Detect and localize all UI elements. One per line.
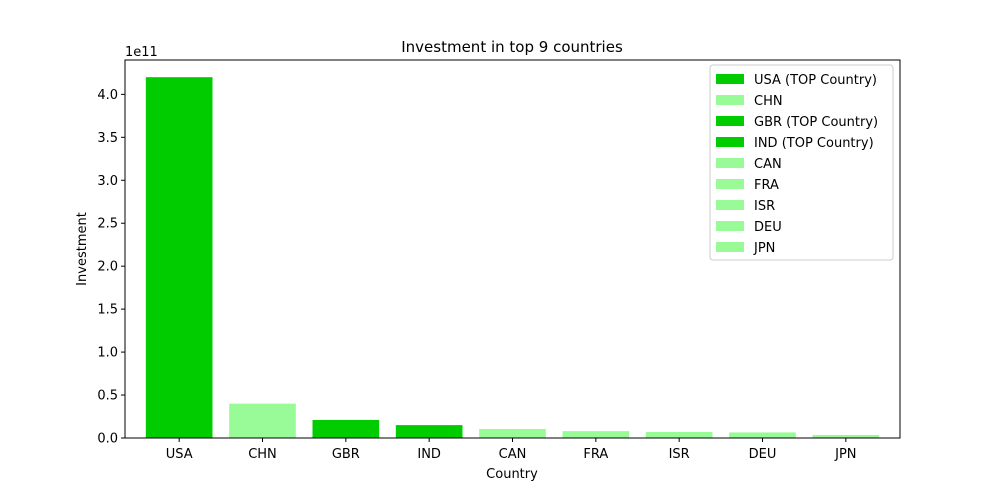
legend-swatch-can [716, 158, 744, 168]
x-tick-label: CHN [248, 447, 277, 462]
legend-swatch-gbr [716, 116, 744, 126]
legend-swatch-deu [716, 221, 744, 231]
bars-group [145, 77, 880, 438]
legend-swatch-usa [716, 74, 744, 84]
y-tick-label: 4.0 [97, 88, 118, 103]
y-tick-label: 0.0 [97, 432, 118, 447]
legend: USA (TOP Country) CHN GBR (TOP Country) IND… [709, 64, 894, 261]
legend-swatch-chn [716, 95, 744, 105]
legend-label-deu: DEU [754, 220, 782, 235]
y-tick-label: 2.5 [97, 217, 118, 232]
bar-chn [229, 403, 296, 438]
y-tick-label: 0.5 [97, 389, 118, 404]
legend-label-chn: CHN [754, 94, 783, 109]
chart-title: Investment in top 9 countries [401, 38, 623, 56]
y-axis-label: Investment [75, 212, 90, 286]
legend-label-ind: IND (TOP Country) [754, 136, 874, 151]
x-tick-label: ISR [669, 447, 690, 462]
legend-label-usa: USA (TOP Country) [754, 73, 877, 88]
legend-swatch-isr [716, 200, 744, 210]
x-tick-label: DEU [749, 447, 777, 462]
bar-gbr [312, 419, 380, 438]
x-tick-label: CAN [499, 447, 527, 462]
x-tick-label: JPN [834, 447, 856, 462]
x-ticks-group: USA CHN GBR IND CAN FRA ISR DEU JPN [166, 438, 857, 462]
bar-can [479, 428, 546, 438]
legend-swatch-ind [716, 137, 744, 147]
bar-jpn [812, 434, 880, 438]
x-tick-label: IND [417, 447, 441, 462]
legend-frame [709, 64, 894, 261]
legend-label-jpn: JPN [753, 241, 775, 256]
legend-label-can: CAN [754, 157, 782, 172]
bar-fra [562, 431, 630, 438]
x-tick-label: GBR [332, 447, 360, 462]
legend-swatch-jpn [716, 242, 744, 252]
x-axis-label: Country [486, 467, 538, 482]
legend-label-isr: ISR [754, 199, 775, 214]
y-ticks-group: 0.0 0.5 1.0 1.5 2.0 2.5 3.0 3.5 4.0 [97, 88, 125, 447]
bar-deu [729, 432, 796, 438]
y-axis-exponent-label: 1e11 [125, 45, 158, 60]
x-tick-label: FRA [583, 447, 608, 462]
legend-label-fra: FRA [754, 178, 779, 193]
bar-ind [395, 425, 463, 438]
y-tick-label: 2.0 [97, 260, 118, 275]
y-tick-label: 1.5 [97, 303, 118, 318]
bar-usa [145, 77, 213, 438]
y-tick-label: 3.5 [97, 131, 118, 146]
bar-isr [645, 431, 713, 438]
legend-label-gbr: GBR (TOP Country) [754, 115, 878, 130]
legend-swatch-fra [716, 179, 744, 189]
y-tick-label: 1.0 [97, 346, 118, 361]
x-tick-label: USA [166, 447, 193, 462]
y-tick-label: 3.0 [97, 174, 118, 189]
